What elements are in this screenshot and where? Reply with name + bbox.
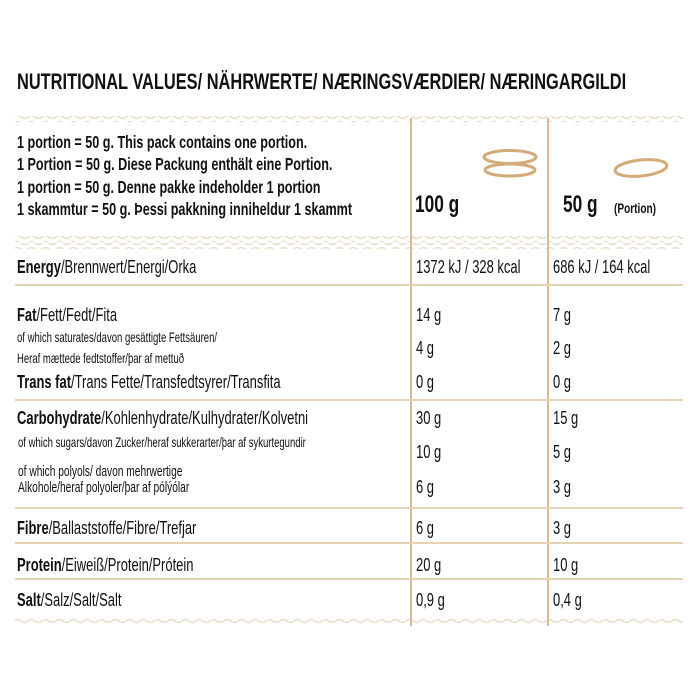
wavy-divider-header-1 [15, 236, 683, 242]
polyols-portion: 3 g [553, 477, 572, 497]
row-saturates-label-2: Heraf mættede fedtstoffer/þar af mettuð [17, 350, 185, 366]
wavy-divider-top [15, 116, 683, 122]
portion-label: (Portion) [614, 200, 656, 216]
intro-line: 1 skammtur = 50 g. Þessi pakkning innihe… [17, 199, 353, 219]
row-energy-label: Energy/Brennwert/Energi/Orka [17, 257, 197, 277]
intro-line: 1 portion = 50 g. This pack contains one… [17, 132, 308, 152]
sugars-100g: 10 g [416, 442, 442, 462]
transfat-100g: 0 g [416, 372, 435, 392]
row-sugars-label: of which sugars/davon Zucker/heraf sukke… [18, 434, 306, 450]
row-fibre-label: Fibre/Ballaststoffe/Fibre/Trefjar [17, 518, 197, 538]
stacked-patties-icon [482, 149, 538, 178]
row-fat-label: Fat/Fett/Fedt/Fita [17, 305, 118, 325]
row-divider [15, 578, 683, 580]
row-salt-label: Salt/Salz/Salt/Salt [17, 590, 122, 610]
fibre-100g: 6 g [416, 518, 435, 538]
row-polyols-label-2: Alkohole/heraf polyoler/þar af pólýólar [18, 479, 190, 496]
row-transfat-label: Trans fat/Trans Fette/Transfedtsyrer/Tra… [17, 372, 281, 392]
row-divider [15, 399, 683, 401]
row-protein-label: Protein/Eiweiß/Protein/Prótein [17, 555, 194, 575]
fibre-portion: 3 g [553, 518, 572, 538]
column-header-portion: 50 g [563, 191, 598, 218]
protein-100g: 20 g [416, 555, 442, 575]
transfat-portion: 0 g [553, 372, 572, 392]
column-header-100g: 100 g [415, 191, 460, 218]
row-saturates-label: of which saturates/davon gesättigte Fett… [17, 329, 218, 345]
saturates-portion: 2 g [553, 338, 572, 358]
energy-portion: 686 kJ / 164 kcal [553, 257, 651, 277]
saturates-100g: 4 g [416, 338, 435, 358]
label-title: NUTRITIONAL VALUES/ NÄHRWERTE/ NÆRINGSVÆ… [17, 69, 627, 94]
wavy-divider-bottom [15, 617, 683, 623]
row-divider [15, 507, 683, 509]
column-divider [547, 118, 549, 626]
sugars-portion: 5 g [553, 442, 572, 462]
single-patty-icon [613, 158, 669, 178]
row-polyols-label: of which polyols/ davon mehrwertige [18, 463, 183, 480]
fat-portion: 7 g [553, 305, 572, 325]
row-carbohydrate-label: Carbohydrate/Kohlenhydrate/Kulhydrater/K… [17, 408, 309, 428]
column-divider [410, 118, 412, 626]
row-divider [15, 542, 683, 544]
salt-portion: 0,4 g [553, 590, 582, 610]
fat-100g: 14 g [416, 305, 442, 325]
protein-portion: 10 g [553, 555, 579, 575]
row-divider [15, 284, 683, 286]
carbohydrate-portion: 15 g [553, 408, 579, 428]
polyols-100g: 6 g [416, 477, 435, 497]
intro-line: 1 Portion = 50 g. Diese Packung enthält … [17, 154, 333, 174]
salt-100g: 0,9 g [416, 590, 445, 610]
wavy-divider-header-2 [15, 243, 683, 249]
intro-line: 1 portion = 50 g. Denne pakke indeholder… [17, 177, 321, 197]
energy-100g: 1372 kJ / 328 kcal [416, 257, 521, 277]
carbohydrate-100g: 30 g [416, 408, 442, 428]
